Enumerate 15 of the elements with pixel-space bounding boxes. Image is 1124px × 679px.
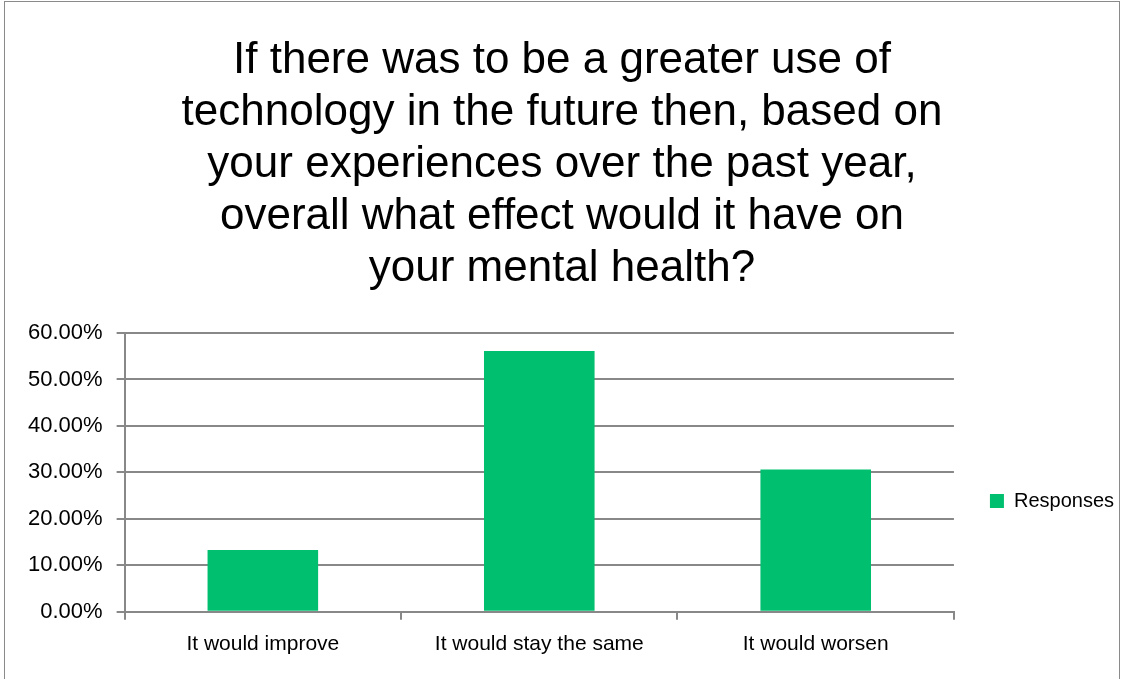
bar bbox=[207, 550, 319, 611]
y-tick-label: 0.00% bbox=[40, 597, 103, 623]
y-tick-label: 20.00% bbox=[27, 504, 103, 530]
x-tick-label: It would worsen bbox=[742, 631, 889, 655]
y-tick-label: 30.00% bbox=[27, 458, 103, 484]
x-tick-label: It would stay the same bbox=[434, 631, 644, 655]
bar bbox=[483, 351, 595, 611]
bar bbox=[760, 469, 872, 611]
y-tick-label: 40.00% bbox=[27, 412, 103, 437]
y-tick-label: 10.00% bbox=[27, 551, 103, 577]
x-tick-label: It would improve bbox=[186, 631, 340, 655]
y-tick-label: 50.00% bbox=[27, 365, 103, 391]
chart-title: If there was to be a greater use of technology in the future then, based on your experiences over the past year, overall what effect would it have on your mental health? bbox=[180, 32, 944, 292]
y-tick-label: 60.00% bbox=[27, 319, 103, 345]
legend-label: Responses bbox=[1013, 488, 1114, 511]
